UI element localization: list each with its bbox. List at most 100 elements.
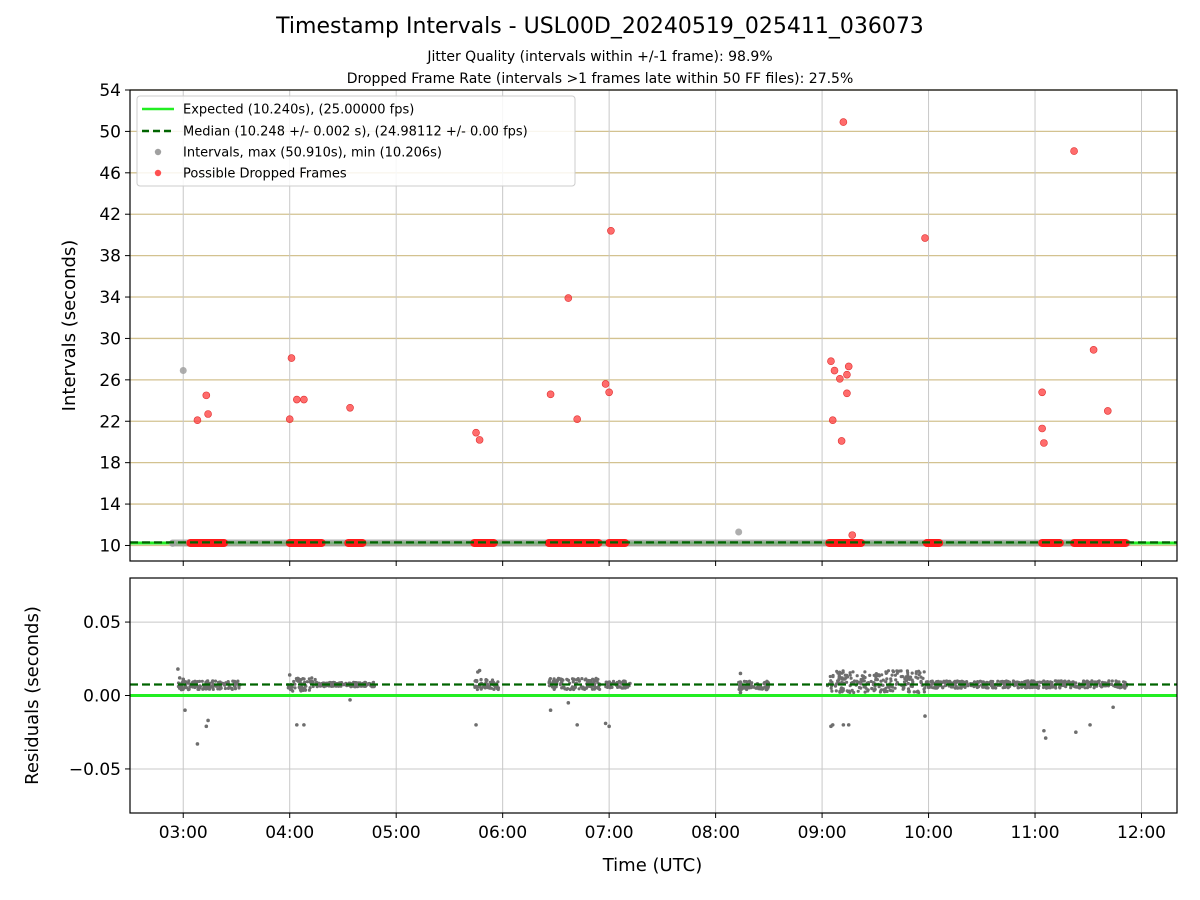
residual-point [572,687,576,692]
residual-point [849,676,853,680]
x-tick-label: 04:00 [265,823,314,843]
residual-point [859,686,863,690]
x-tick-label: 11:00 [1011,823,1060,843]
residual-point [765,688,769,692]
y-tick-label: 42 [99,205,121,225]
residual-point [219,686,223,690]
residual-point [951,685,955,689]
residual-point [604,685,608,689]
dropped-frame-point [848,531,857,539]
residual-point [845,680,849,684]
residual-point [833,684,838,688]
residual-point [841,670,845,674]
intervals-axes-frame [129,89,1178,562]
residual-point [315,685,319,689]
residual-point [574,678,579,682]
residual-point [863,670,867,674]
residual-point [1053,679,1057,683]
residual-point [486,683,490,687]
residual-point [1058,685,1062,689]
residuals-panel: 0.05 0.00 −0.05 03:00 04:00 05:00 06:00 07:00 08… [22,577,1178,876]
residual-point [828,674,832,679]
residual-point [235,682,239,686]
y-tick-label: 14 [99,495,121,515]
intervals-panel: 10 14 18 22 26 30 34 38 42 46 50 54 Intervals (secon… [59,81,1178,566]
residual-point [1030,685,1034,690]
residual-point [1016,686,1021,690]
residual-point [580,685,584,689]
residual-point [474,723,478,727]
dropped-frame-point [300,395,308,404]
residual-point [572,677,576,681]
residual-point [906,675,910,679]
dropped-frame-point [601,380,610,388]
residual-point [856,689,860,693]
residual-point [308,680,312,684]
residual-point [226,686,230,691]
residual-point [1001,686,1005,690]
y-tick-label: 22 [99,412,121,432]
residual-point [177,676,182,680]
residual-point [954,685,958,689]
residual-point [1024,685,1029,690]
y-tick-label: 18 [99,454,121,474]
residual-point [923,714,927,718]
residual-point [575,723,579,727]
residual-point [863,690,867,694]
residual-point [489,680,493,684]
residual-point [206,718,210,723]
legend-entry-label: Intervals, max (50.910s), min (10.206s) [183,146,442,161]
residual-point [922,690,927,694]
residual-point [577,679,581,683]
residual-point [910,678,914,682]
y-tick-label: 54 [99,81,121,101]
dropped-frame-point [607,226,615,235]
residual-point [840,680,844,685]
residual-point [742,686,746,690]
residual-point [195,742,200,746]
residual-point [901,685,905,689]
residual-point [299,689,303,693]
residual-point [580,677,584,681]
y-tick-label: 0.05 [83,613,121,633]
residual-point [895,669,899,673]
residual-point [1063,681,1067,685]
residual-cluster [604,679,632,690]
residual-point [836,679,840,683]
residual-point [899,669,903,673]
residual-point [935,686,939,690]
residual-point [891,669,895,673]
residual-point [996,679,1000,683]
dropped-frame-point [836,375,844,383]
residual-point [176,667,180,671]
residual-point [835,669,839,674]
residual-point [607,680,612,684]
residual-point [738,671,743,676]
residual-point [838,670,842,675]
residual-point [829,679,833,683]
dropped-frame-point [573,415,581,423]
residual-point [834,689,838,693]
residual-point [604,680,608,684]
residual-point [223,683,227,687]
residual-point [919,675,923,679]
residual-point [1037,684,1041,688]
dropped-frame-point [293,395,301,404]
residual-point [750,684,754,688]
residual-point [618,685,622,689]
residual-point [870,686,874,691]
residual-point [561,678,565,682]
residual-point [311,680,315,684]
residual-point [1074,730,1078,735]
interval-point [179,367,187,375]
residual-point [910,671,914,675]
residual-point [1042,728,1046,733]
residual-point [906,681,910,686]
residual-point [991,679,995,684]
residual-point [568,687,572,692]
residual-point [985,686,989,690]
residual-point [1028,686,1032,690]
residual-point [179,687,184,692]
dropped-frame-point [1038,388,1046,397]
residual-point [954,680,959,685]
